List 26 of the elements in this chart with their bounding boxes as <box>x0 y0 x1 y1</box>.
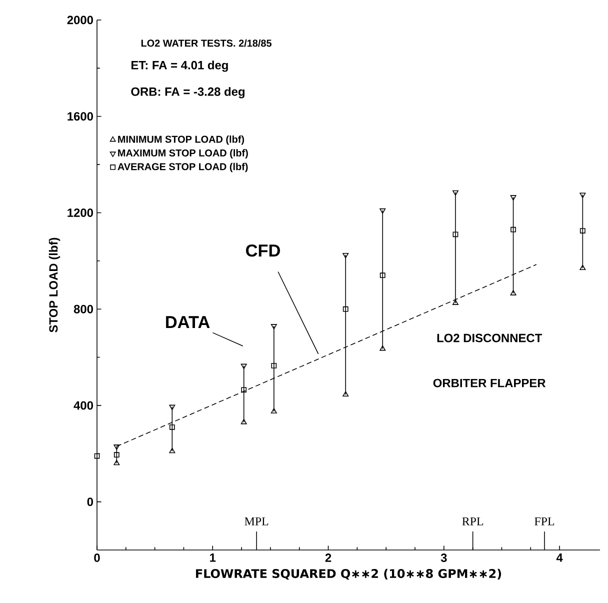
x-axis-title: FLOWRATE SQUARED Q∗∗2 (10∗∗8 GPM∗∗2) <box>196 568 502 580</box>
annotation: ORBITER FLAPPER <box>433 378 546 388</box>
legend-label: MAXIMUM STOP LOAD (lbf) <box>118 149 248 158</box>
legend-label: MINIMUM STOP LOAD (lbf) <box>118 135 244 145</box>
x-tick-label: 2 <box>325 554 332 562</box>
y-tick-label: 1200 <box>68 208 93 217</box>
text: LO2 WATER TESTS. 2/18/85 <box>141 39 272 47</box>
y-axis-title: STOP LOAD (lbf) <box>48 238 60 332</box>
ref-line-label: FPL <box>534 517 554 526</box>
x-tick-label: 3 <box>440 554 447 562</box>
annotation: DATA <box>166 316 210 328</box>
ref-line-label: MPL <box>244 517 268 526</box>
legend-label: AVERAGE STOP LOAD (lbf) <box>118 162 248 172</box>
x-tick-label: 1 <box>210 554 216 562</box>
y-tick-label: 2000 <box>67 16 93 24</box>
y-tick-label: 400 <box>74 401 93 410</box>
annotation: ET: FA = 4.01 deg <box>131 60 228 72</box>
annotation: CFD <box>246 244 280 257</box>
y-tick-label: 800 <box>74 304 93 314</box>
x-tick-label: 4 <box>556 554 563 562</box>
y-tick-label: 1600 <box>68 112 93 121</box>
annotation: LO2 DISCONNECT <box>437 334 542 342</box>
x-tick-label: 0 <box>94 554 100 562</box>
ref-line-label: RPL <box>462 517 484 526</box>
y-tick-label: 0 <box>87 498 93 506</box>
annotation: ORB: FA = -3.28 deg <box>131 87 244 98</box>
